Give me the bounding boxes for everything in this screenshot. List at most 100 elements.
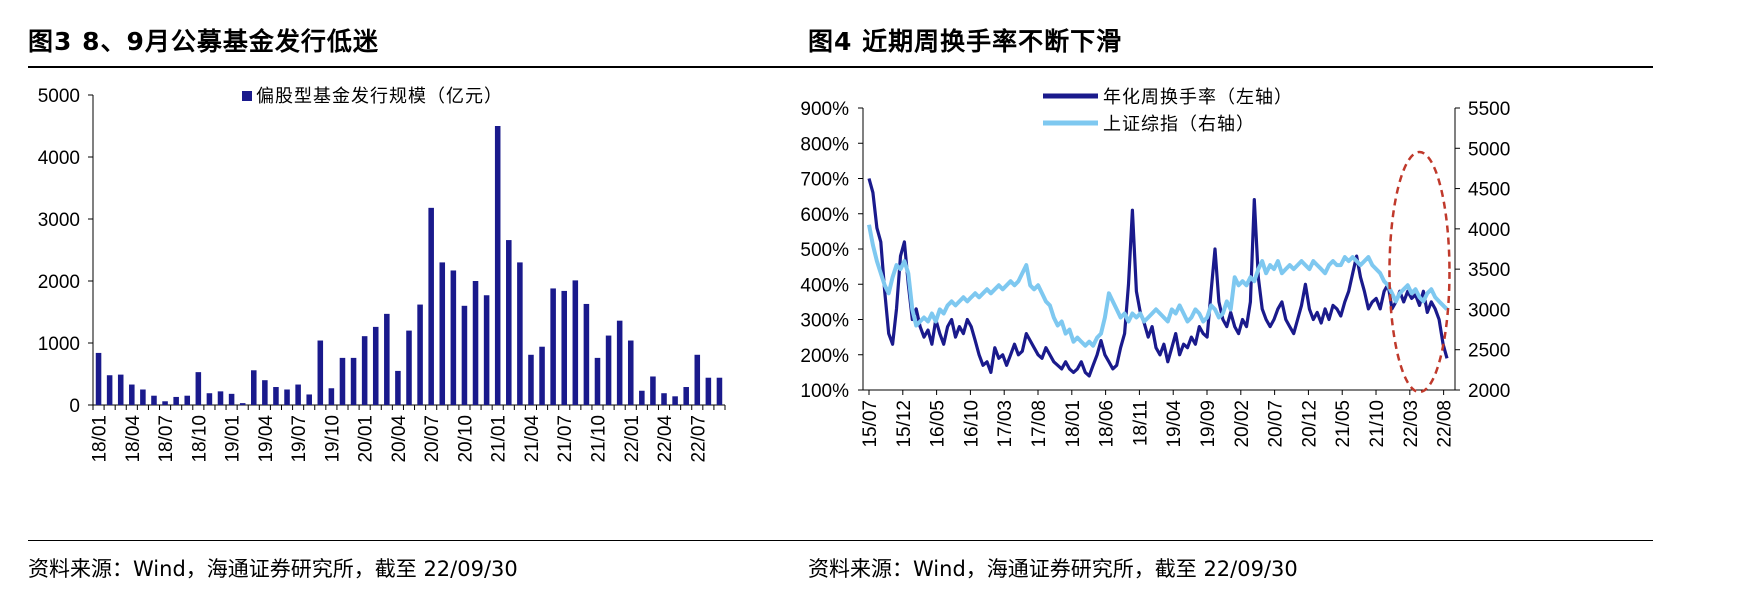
- bar-22/03: [650, 376, 656, 405]
- series-line-shanghai-composite: [867, 224, 1449, 348]
- y-tick-label: 3000: [38, 210, 80, 231]
- x-tick-label: 19/01: [223, 415, 244, 463]
- bar-20/02: [372, 326, 379, 405]
- right-y-tick-label: 5500: [1468, 99, 1510, 120]
- right-y-tick-label: 2500: [1468, 341, 1510, 362]
- bar-20/01: [361, 336, 368, 405]
- bar-21/04: [528, 354, 534, 405]
- bar-22/05: [672, 396, 678, 405]
- figure-3-source: 资料来源：Wind，海通证券研究所，截至 22/09/30: [28, 557, 518, 581]
- left-y-tick-label: 600%: [800, 205, 849, 226]
- left-y-tick-label: 300%: [800, 311, 849, 332]
- x-tick-label: 17/08: [1029, 400, 1050, 448]
- bar-18/08: [173, 396, 179, 405]
- bar-19/04: [262, 380, 268, 405]
- bar-20/03: [384, 313, 390, 405]
- bar-22/09: [716, 377, 723, 405]
- x-tick-label: 22/03: [1401, 400, 1422, 448]
- bar-20/11: [472, 281, 479, 405]
- x-tick-label: 22/01: [622, 415, 643, 463]
- x-tick-label: 21/04: [522, 415, 543, 463]
- figure-4-source: 资料来源：Wind，海通证券研究所，截至 22/09/30: [808, 557, 1298, 581]
- x-tick-label: 18/07: [156, 415, 177, 463]
- bar-19/10: [328, 388, 335, 405]
- x-tick-label: 18/06: [1097, 400, 1118, 448]
- bar-19/08: [306, 394, 312, 405]
- y-tick-label: 0: [69, 396, 80, 417]
- right-y-tick-label: 5000: [1468, 139, 1510, 160]
- figure-4-footer-rule: [808, 540, 1653, 541]
- bar-20/09: [450, 270, 457, 405]
- bar-18/11: [206, 393, 213, 405]
- bar-18/01: [95, 352, 102, 405]
- left-y-tick-label: 700%: [800, 170, 849, 191]
- figure-3-panel: 图3 8、9月公募基金发行低迷 0 1000 2000 3000 4000 5000 18/…: [0, 0, 870, 594]
- x-tick-label: 18/01: [1063, 400, 1084, 448]
- right-y-tick-label: 4500: [1468, 180, 1510, 201]
- x-tick-label: 19/09: [1198, 400, 1219, 448]
- x-tick-label: 21/07: [555, 415, 576, 463]
- series-line-turnover: [867, 178, 1449, 378]
- bar-21/10: [594, 357, 601, 405]
- right-y-tick-label: 4000: [1468, 220, 1510, 241]
- bar-19/12: [350, 357, 357, 405]
- bar-22/07: [694, 354, 701, 405]
- y-tick-label: 2000: [38, 272, 80, 293]
- x-tick-label: 21/01: [489, 415, 510, 463]
- right-y-tick-label: 2000: [1468, 381, 1510, 402]
- figure-3-title: 图3 8、9月公募基金发行低迷: [28, 27, 379, 56]
- right-y-tick-label: 3500: [1468, 260, 1510, 281]
- bar-18/03: [117, 374, 124, 405]
- x-tick-label: 20/07: [1266, 400, 1287, 448]
- x-tick-label: 20/02: [1232, 400, 1253, 448]
- y-tick-label: 4000: [38, 148, 80, 169]
- x-tick-label: 22/04: [655, 415, 676, 463]
- x-tick-label: 19/10: [322, 415, 343, 463]
- bar-22/04: [661, 393, 667, 405]
- bar-21/01: [494, 126, 501, 405]
- y-tick-label: 1000: [38, 334, 80, 355]
- x-tick-label: 22/07: [688, 415, 709, 463]
- bar-21/08: [572, 280, 579, 405]
- line-chart: 100% 200% 300% 400% 500% 600% 700% 800% 900% 2000…: [800, 87, 1510, 448]
- bar-19/06: [284, 389, 290, 405]
- x-tick-label: 19/04: [1164, 400, 1185, 448]
- left-y-tick-label: 800%: [800, 134, 849, 155]
- x-tick-label: 17/03: [995, 400, 1016, 448]
- x-tick-label: 19/07: [289, 415, 310, 463]
- bar-22/01: [627, 340, 634, 405]
- bar-20/07: [428, 207, 434, 405]
- bar-19/05: [273, 387, 279, 405]
- bar-19/09: [317, 340, 324, 405]
- x-tick-label: 15/07: [860, 400, 881, 448]
- y-tick-label: 5000: [38, 86, 80, 107]
- x-tick-label: 15/12: [894, 400, 915, 448]
- bar-21/07: [561, 290, 567, 405]
- bar-20/08: [439, 262, 446, 405]
- bar-21/02: [506, 240, 512, 405]
- bar-19/11: [339, 357, 346, 405]
- figure-3-footer-rule: [28, 540, 861, 541]
- x-tick-label: 16/05: [928, 400, 949, 448]
- bar-19/01: [228, 393, 235, 405]
- bar-18/07: [162, 401, 168, 405]
- x-tick-label: 20/04: [389, 415, 410, 463]
- x-tick-label: 18/04: [123, 415, 144, 463]
- bar-21/03: [517, 262, 523, 405]
- bar-18/04: [129, 384, 135, 405]
- bar-18/12: [217, 391, 224, 405]
- highlight-ellipse: [1388, 150, 1451, 394]
- x-tick-label: 20/01: [356, 415, 377, 463]
- bar-22/08: [705, 377, 712, 405]
- x-tick-label: 18/11: [1130, 400, 1151, 446]
- bar-18/05: [140, 389, 146, 405]
- bar-19/07: [295, 384, 301, 405]
- bar-19/02: [239, 403, 246, 405]
- bar-18/02: [106, 375, 113, 405]
- legend-label: 上证综指（右轴）: [1103, 114, 1255, 135]
- bar-22/06: [683, 387, 689, 405]
- bar-20/05: [406, 330, 412, 405]
- x-tick-label: 22/08: [1435, 400, 1456, 448]
- legend-label: 偏股型基金发行规模（亿元）: [256, 86, 503, 107]
- x-tick-label: 20/10: [455, 415, 476, 463]
